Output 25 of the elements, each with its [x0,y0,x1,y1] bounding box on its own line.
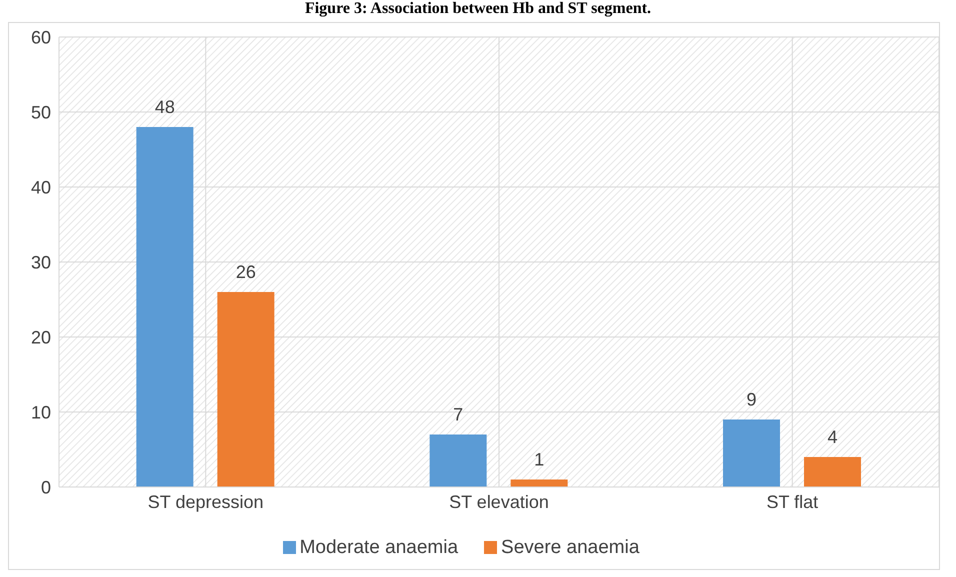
bar [510,480,568,487]
data-label: 7 [453,404,464,424]
bar [723,420,780,487]
data-label: 4 [827,427,838,447]
y-tick-label: 50 [30,102,51,122]
data-label: 9 [746,390,757,410]
y-tick-label: 20 [30,327,51,348]
x-tick-label: ST depression [148,492,264,512]
x-tick-label: ST elevation [449,492,549,512]
bar [430,434,487,487]
bar [136,127,194,487]
y-tick-label: 30 [30,252,51,272]
y-tick-label: 60 [30,27,51,48]
data-label: 1 [534,450,544,470]
legend-label: Moderate anaemia [300,537,458,558]
bar [804,457,861,487]
bar [217,292,274,487]
y-tick-label: 10 [30,402,51,422]
legend-label: Severe anaemia [501,537,640,558]
y-tick-label: 0 [40,477,51,498]
chart-title: Figure 3: Association between Hb and ST segment. [304,0,652,18]
y-tick-label: 40 [30,177,51,198]
data-label: 26 [236,262,256,282]
data-label: 48 [154,97,175,117]
x-tick-label: ST flat [766,492,818,512]
